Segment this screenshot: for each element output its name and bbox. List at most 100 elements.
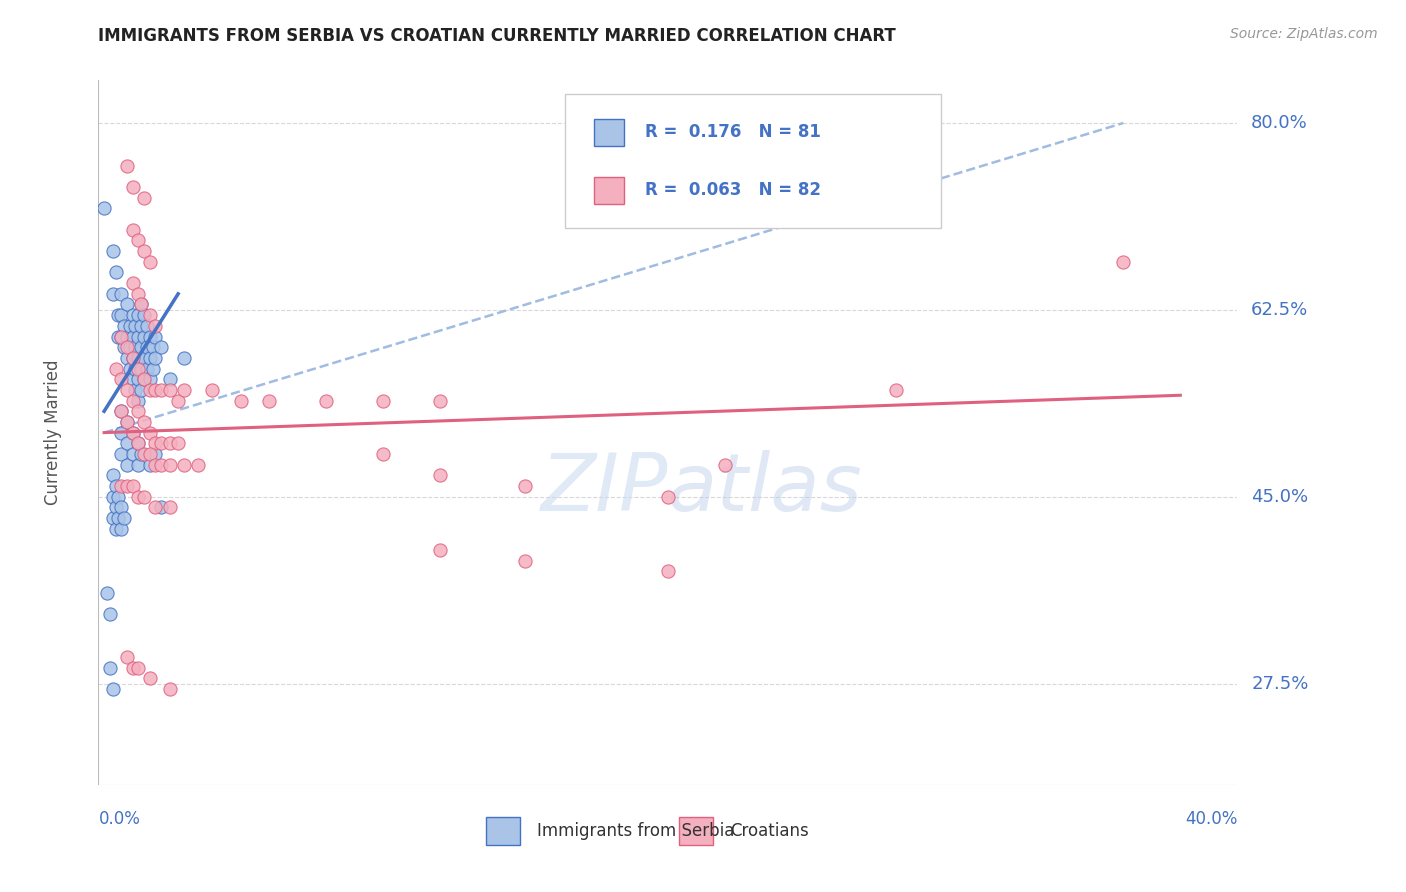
Point [93,202,115,216]
Point [107,511,129,525]
Point [110,479,132,493]
Point [121,180,143,194]
Text: 27.5%: 27.5% [1251,674,1309,692]
Point [104,361,127,376]
Point [127,329,149,343]
Text: 80.0%: 80.0% [1251,114,1308,132]
Point [127,458,149,472]
Point [110,404,132,418]
Point [201,383,224,397]
Point [121,660,143,674]
Point [115,329,138,343]
FancyBboxPatch shape [565,95,941,228]
Point [173,383,195,397]
Point [127,308,149,322]
Point [121,479,143,493]
Point [110,329,132,343]
Point [101,490,124,504]
Point [173,458,195,472]
Point [132,351,155,365]
Point [127,286,149,301]
Point [121,393,143,408]
Text: 62.5%: 62.5% [1251,301,1309,318]
Point [124,361,146,376]
Text: ZIP: ZIP [540,450,668,528]
Point [141,340,163,354]
Point [104,479,127,493]
Point [127,404,149,418]
Point [129,340,152,354]
Point [150,436,173,450]
Point [110,425,132,440]
Point [127,372,149,386]
Point [115,415,138,429]
Point [115,351,138,365]
Point [187,458,209,472]
Point [127,234,149,248]
Point [159,500,181,515]
Point [129,383,152,397]
Point [121,351,143,365]
Point [132,447,155,461]
Point [150,500,173,515]
Point [657,490,679,504]
Point [121,223,143,237]
Point [112,318,135,333]
Point [138,351,160,365]
Point [714,458,737,472]
Point [104,500,127,515]
Point [159,383,181,397]
Point [101,468,124,483]
Point [112,340,135,354]
Point [132,490,155,504]
Point [129,447,152,461]
Point [173,351,195,365]
Point [110,329,132,343]
Point [138,458,160,472]
Point [115,415,138,429]
FancyBboxPatch shape [593,177,624,203]
Point [373,447,395,461]
Point [138,447,160,461]
Point [884,383,907,397]
Point [138,329,160,343]
Point [515,479,537,493]
Point [259,393,281,408]
Point [129,297,152,311]
Point [118,361,141,376]
Point [121,372,143,386]
Point [101,286,124,301]
Text: 45.0%: 45.0% [1251,488,1309,506]
Point [115,458,138,472]
Point [515,554,537,568]
Text: R =  0.063   N = 82: R = 0.063 N = 82 [644,181,821,199]
Point [145,500,167,515]
Point [429,468,451,483]
Text: Currently Married: Currently Married [44,359,62,506]
Point [124,383,146,397]
Point [138,425,160,440]
Point [138,308,160,322]
Point [129,318,152,333]
Point [121,351,143,365]
Point [107,308,129,322]
FancyBboxPatch shape [593,119,624,145]
Point [112,511,135,525]
Point [107,329,129,343]
Point [132,415,155,429]
Point [132,329,155,343]
Point [104,265,127,279]
Point [138,383,160,397]
Point [101,244,124,259]
Point [110,447,132,461]
Point [145,318,167,333]
Point [124,318,146,333]
Text: 0.0%: 0.0% [98,810,141,828]
Point [145,447,167,461]
Point [138,254,160,268]
Point [110,500,132,515]
Point [121,425,143,440]
Point [110,286,132,301]
Point [98,660,121,674]
Point [145,383,167,397]
